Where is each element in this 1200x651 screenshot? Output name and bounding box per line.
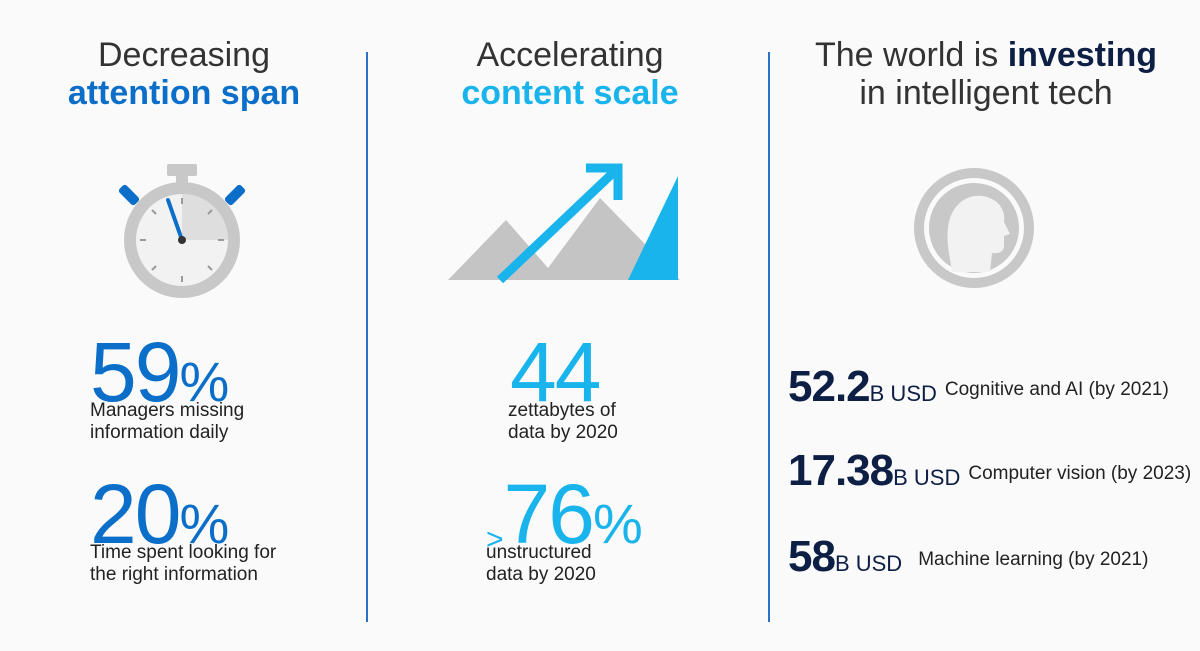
investment-unit: B USD xyxy=(869,381,937,406)
investment-stat-row: 52.2B USD Cognitive and AI (by 2021) xyxy=(788,362,1169,412)
stat-20-caption: Time spent looking for the right informa… xyxy=(90,542,276,586)
caption-line: data by 2020 xyxy=(508,422,618,443)
column3-title-line2: in intelligent tech xyxy=(859,74,1113,112)
stat-20-percent: 20% xyxy=(90,472,229,566)
caption-line: information daily xyxy=(90,422,229,443)
stat-44-zettabytes: 44 xyxy=(510,330,601,414)
investment-unit: B USD xyxy=(893,465,961,490)
stat-prefix: > xyxy=(486,523,504,556)
column3-title-bold: investing xyxy=(1007,36,1157,74)
column3-title: The world is investing in intelligent te… xyxy=(772,36,1200,112)
stat-59-percent: 59% xyxy=(90,330,229,424)
human-head-profile-icon xyxy=(914,168,1034,288)
column1-title-line2: attention span xyxy=(67,74,301,112)
caption-line: zettabytes of xyxy=(508,400,616,421)
column2-title: Accelerating content scale xyxy=(370,36,770,112)
column1-title-line1: Decreasing xyxy=(98,36,270,74)
caption-line: Time spent looking for xyxy=(90,542,277,563)
investment-label: Machine learning (by 2021) xyxy=(918,549,1149,570)
column3-title-part1: The world is xyxy=(815,36,1008,74)
stopwatch-icon xyxy=(118,164,246,298)
investment-value: 52.2 xyxy=(788,362,871,411)
column1-title: Decreasing attention span xyxy=(0,36,368,112)
stat-value: 20 xyxy=(90,467,181,561)
stat-unit: % xyxy=(179,350,230,413)
column-divider xyxy=(366,52,368,622)
investment-value: 17.38 xyxy=(788,446,894,495)
attention-span-column: Decreasing attention span 59% Managers m… xyxy=(0,0,368,651)
column-divider xyxy=(768,52,770,622)
stat-value: 59 xyxy=(90,325,181,419)
growth-mountains-icon xyxy=(448,163,680,284)
column2-title-line2: content scale xyxy=(461,74,679,112)
stat-unit: % xyxy=(179,492,230,555)
investment-stat-row: 58B USD Machine learning (by 2021) xyxy=(788,532,1148,582)
investment-value: 58 xyxy=(788,532,836,581)
stat-value: 76 xyxy=(503,467,595,561)
stat-44-caption: zettabytes of data by 2020 xyxy=(508,400,618,444)
caption-line: the right information xyxy=(90,564,258,585)
column2-title-line1: Accelerating xyxy=(476,36,664,74)
stat-76-caption: unstructured data by 2020 xyxy=(486,542,596,586)
stat-59-caption: Managers missing information daily xyxy=(90,400,244,444)
caption-line: unstructured xyxy=(486,542,592,563)
caption-line: data by 2020 xyxy=(486,564,596,585)
stat-76-percent: >76% xyxy=(486,472,643,582)
stat-value: 44 xyxy=(510,325,601,419)
investment-label: Cognitive and AI (by 2021) xyxy=(944,379,1169,400)
stat-unit: % xyxy=(592,492,643,555)
investing-column: The world is investing in intelligent te… xyxy=(772,0,1200,651)
caption-line: Managers missing xyxy=(90,400,245,421)
investment-label: Computer vision (by 2023) xyxy=(968,463,1192,484)
investment-stat-row: 17.38B USD Computer vision (by 2023) xyxy=(788,446,1191,496)
investment-unit: B USD xyxy=(834,551,903,576)
content-scale-column: Accelerating content scale 44 zettabytes… xyxy=(370,0,770,651)
